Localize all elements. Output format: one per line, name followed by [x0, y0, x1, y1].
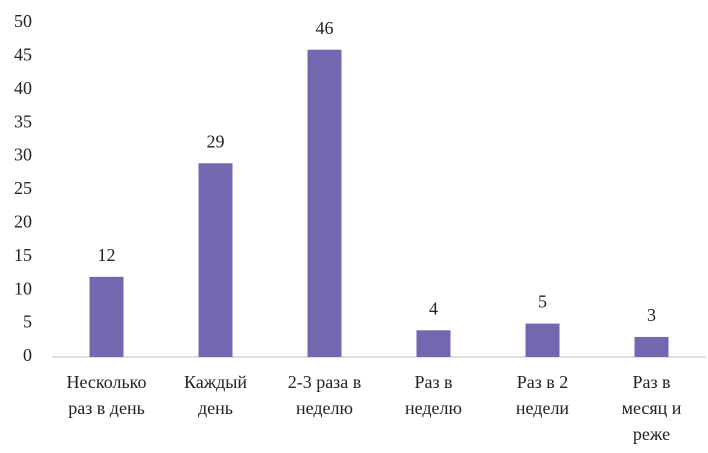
x-tick-label: 2-3 раза в неделю: [288, 372, 362, 418]
bar: [416, 330, 451, 357]
bar: [89, 276, 124, 357]
y-tick-label: 0: [23, 345, 32, 365]
data-label: 5: [538, 292, 547, 312]
data-label: 12: [98, 245, 116, 265]
data-label: 4: [429, 298, 438, 318]
y-tick-label: 5: [23, 312, 32, 332]
y-tick-label: 35: [14, 111, 32, 131]
bar: [198, 163, 233, 357]
y-tick-label: 30: [14, 145, 32, 165]
bar: [525, 323, 560, 357]
data-label: 46: [316, 18, 334, 38]
bar: [634, 336, 669, 357]
y-tick-label: 40: [14, 78, 32, 98]
x-tick-label: Раз в месяц и реже: [622, 372, 682, 444]
x-tick-label: Раз в неделю: [405, 372, 462, 418]
x-tick-label: Раз в 2 недели: [516, 372, 570, 418]
y-tick-label: 15: [14, 245, 32, 265]
y-tick-label: 45: [14, 45, 32, 65]
data-label: 29: [207, 131, 225, 151]
x-tick-label: Каждый день: [184, 372, 247, 418]
y-tick-label: 20: [14, 212, 32, 232]
y-tick-label: 50: [14, 11, 32, 31]
x-tick-label: Несколько раз в день: [66, 372, 146, 418]
y-tick-label: 25: [14, 178, 32, 198]
y-tick-label: 10: [14, 278, 32, 298]
bar: [307, 49, 342, 357]
data-label: 3: [647, 305, 656, 325]
